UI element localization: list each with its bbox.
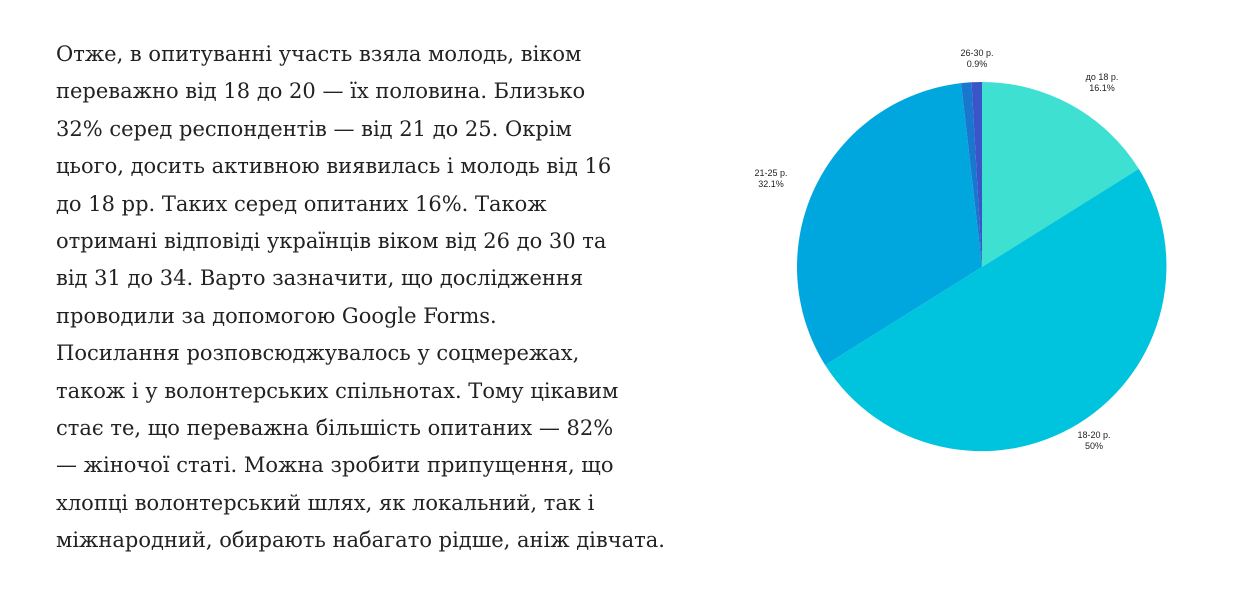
- article-line: переважно від 18 до 20 — їх половина. Бл…: [56, 79, 586, 104]
- slice-label: 21-25 р.: [754, 168, 787, 178]
- article-line: стає те, що переважна більшість опитаних…: [56, 416, 614, 441]
- article-line: — жіночої статі. Можна зробити припущенн…: [56, 453, 614, 478]
- slice-value-label: 50%: [1085, 441, 1103, 451]
- article-line: проводили за допомогою Google Forms.: [56, 303, 497, 328]
- slice-label: 18-20 р.: [1077, 430, 1110, 440]
- article-line: хлопці волонтерський шлях, як локальний,…: [56, 490, 595, 515]
- article-line: Отже, в опитуванні участь взяла молодь, …: [56, 42, 582, 66]
- slice-value-label: 0.9%: [967, 59, 988, 69]
- article-line: Посилання розповсюджувалось у соцмережах…: [56, 341, 580, 366]
- article-line: міжнародний, обирають набагато рідше, ан…: [56, 528, 665, 553]
- slice-label: 26-30 р.: [960, 48, 993, 58]
- slice-value-label: 32.1%: [758, 179, 784, 189]
- article-line: отримані відповіді українців віком від 2…: [56, 229, 607, 254]
- pie-chart: до 18 р. 16.1% 18-20 р. 50% 21-25 р. 32.1% 26-…: [740, 0, 1240, 614]
- article-paragraph: Отже, в опитуванні участь взяла молодь, …: [56, 36, 736, 560]
- pie-slice: [982, 82, 1139, 267]
- article-line: цього, досить активною виявилась і молод…: [56, 154, 612, 179]
- article-line: до 18 рр. Таких серед опитаних 16%. Тако…: [56, 191, 547, 216]
- slice-value-label: 16.1%: [1089, 83, 1115, 93]
- article-line: 32% серед респондентів — від 21 до 25. О…: [56, 116, 572, 141]
- pie-slice: [961, 82, 982, 267]
- slice-label: до 18 р.: [1086, 72, 1119, 82]
- pie-chart-svg: до 18 р.16.1% 18-20 р.50% 21-25 р.32.1% 26-…: [754, 48, 1167, 452]
- article-line: від 31 до 34. Варто зазначити, що дослід…: [56, 266, 584, 291]
- pie-slice: [825, 168, 1167, 452]
- pie-slice: [797, 83, 982, 366]
- pie-slice: [971, 82, 982, 267]
- article-line: також і у волонтерських спільнотах. Тому…: [56, 378, 619, 403]
